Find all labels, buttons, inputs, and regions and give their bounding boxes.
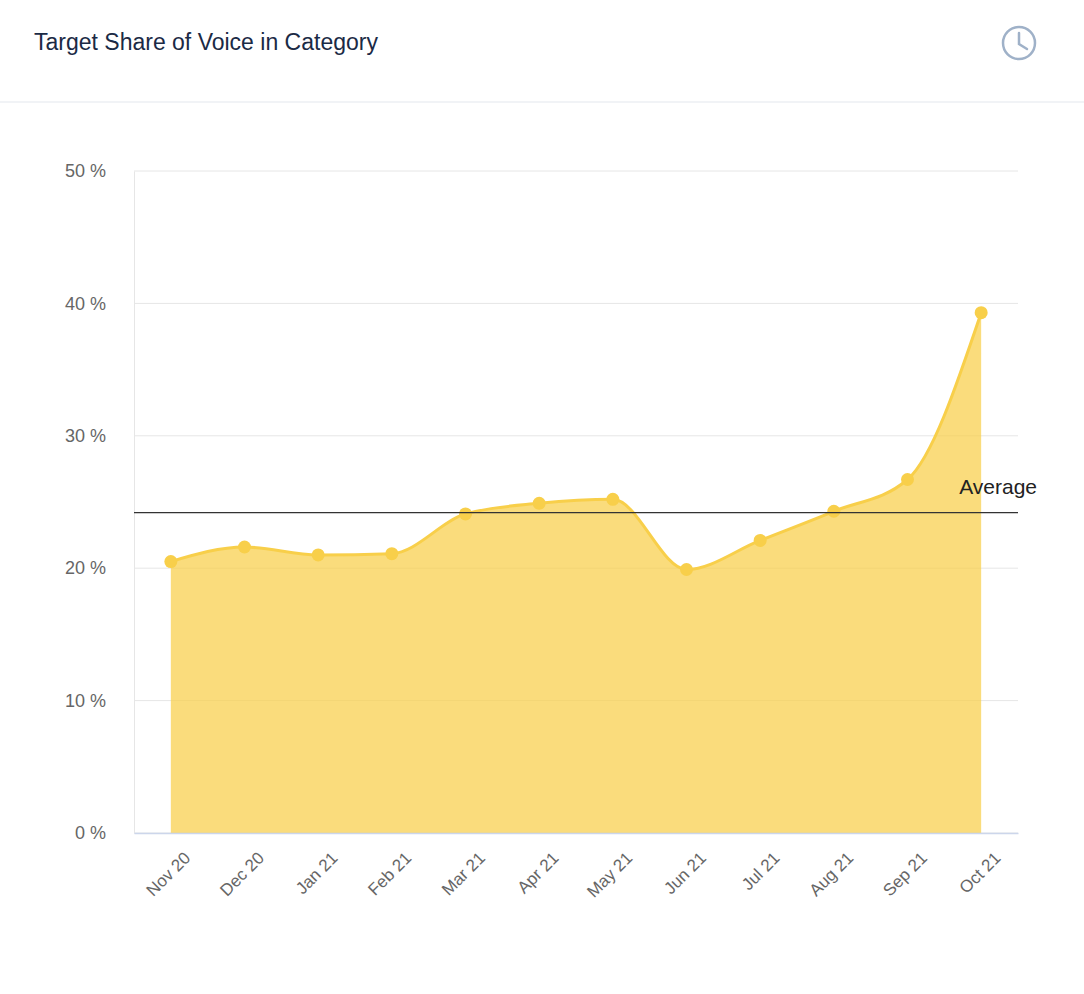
y-tick: 10 % xyxy=(65,691,134,711)
x-tick-label: Dec 20 xyxy=(216,848,268,900)
x-axis-line xyxy=(135,833,1019,835)
x-tick: Mar 21 xyxy=(438,833,489,899)
x-tick: Oct 21 xyxy=(956,833,1005,897)
header-divider xyxy=(0,101,1084,103)
y-tick: 50 % xyxy=(65,161,134,181)
line xyxy=(171,313,981,570)
x-tick: Jun 21 xyxy=(660,833,710,898)
x-tick: Feb 21 xyxy=(364,833,415,899)
point xyxy=(164,555,177,568)
point xyxy=(754,534,767,547)
grid-line xyxy=(134,303,1018,304)
clock-face[interactable] xyxy=(1003,27,1035,59)
y-tick: 30 % xyxy=(65,426,134,446)
reference-label: Average xyxy=(959,475,1037,498)
x-axis: Nov 20 Dec 20 Jan 21 Feb 21 Mar 21 Apr 21 May … xyxy=(135,833,1019,901)
grid-line xyxy=(134,435,1018,436)
plot-area xyxy=(134,306,1018,833)
point xyxy=(312,548,325,561)
x-tick-label: Jul 21 xyxy=(738,848,784,894)
x-tick-label: Jun 21 xyxy=(660,848,710,898)
x-tick: Jul 21 xyxy=(738,833,784,894)
x-tick: Aug 21 xyxy=(806,833,858,900)
point xyxy=(975,306,988,319)
title: Target Share of Voice in Category xyxy=(34,29,378,55)
y-tick-label: 30 % xyxy=(65,426,106,446)
y-axis-line xyxy=(134,172,135,834)
reference-line xyxy=(134,512,1018,513)
clock-hands[interactable] xyxy=(1019,33,1027,49)
y-tick-label: 20 % xyxy=(65,558,106,578)
x-tick-label: Aug 21 xyxy=(806,848,858,900)
x-tick: Nov 20 xyxy=(143,833,195,900)
point xyxy=(827,505,840,518)
y-tick-label: 40 % xyxy=(65,294,106,314)
x-tick-label: Mar 21 xyxy=(438,848,489,899)
grid xyxy=(134,171,1018,833)
x-tick: Apr 21 xyxy=(514,833,563,897)
point xyxy=(238,541,251,554)
area xyxy=(171,313,981,833)
grid-line xyxy=(134,171,1018,172)
y-tick: 20 % xyxy=(65,558,134,578)
y-tick-label: 0 % xyxy=(75,823,106,843)
clock-icon[interactable] xyxy=(1003,27,1035,59)
x-tick-label: Sep 21 xyxy=(879,848,931,900)
x-tick-label: Oct 21 xyxy=(956,848,1005,897)
point xyxy=(533,497,546,510)
y-tick-label: 10 % xyxy=(65,691,106,711)
x-tick-label: Jan 21 xyxy=(292,848,342,898)
point xyxy=(606,493,619,506)
point xyxy=(459,507,472,520)
y-tick: 0 % xyxy=(75,823,134,843)
chart: Target Share of Voice in Category 0 % 10 %… xyxy=(0,0,1084,994)
x-tick: May 21 xyxy=(583,833,636,901)
x-tick-label: May 21 xyxy=(583,848,636,901)
x-tick-label: Feb 21 xyxy=(364,848,415,899)
x-tick: Dec 20 xyxy=(216,833,268,900)
x-tick-label: Nov 20 xyxy=(143,848,195,900)
x-tick: Sep 21 xyxy=(879,833,931,900)
x-tick: Jan 21 xyxy=(292,833,342,898)
point xyxy=(901,473,914,486)
y-tick-label: 50 % xyxy=(65,161,106,181)
point xyxy=(385,547,398,560)
x-tick-label: Apr 21 xyxy=(514,848,563,897)
y-axis: 0 % 10 % 20 % 30 % 40 % 50 % xyxy=(65,161,135,843)
point xyxy=(680,563,693,576)
y-tick: 40 % xyxy=(65,294,134,314)
